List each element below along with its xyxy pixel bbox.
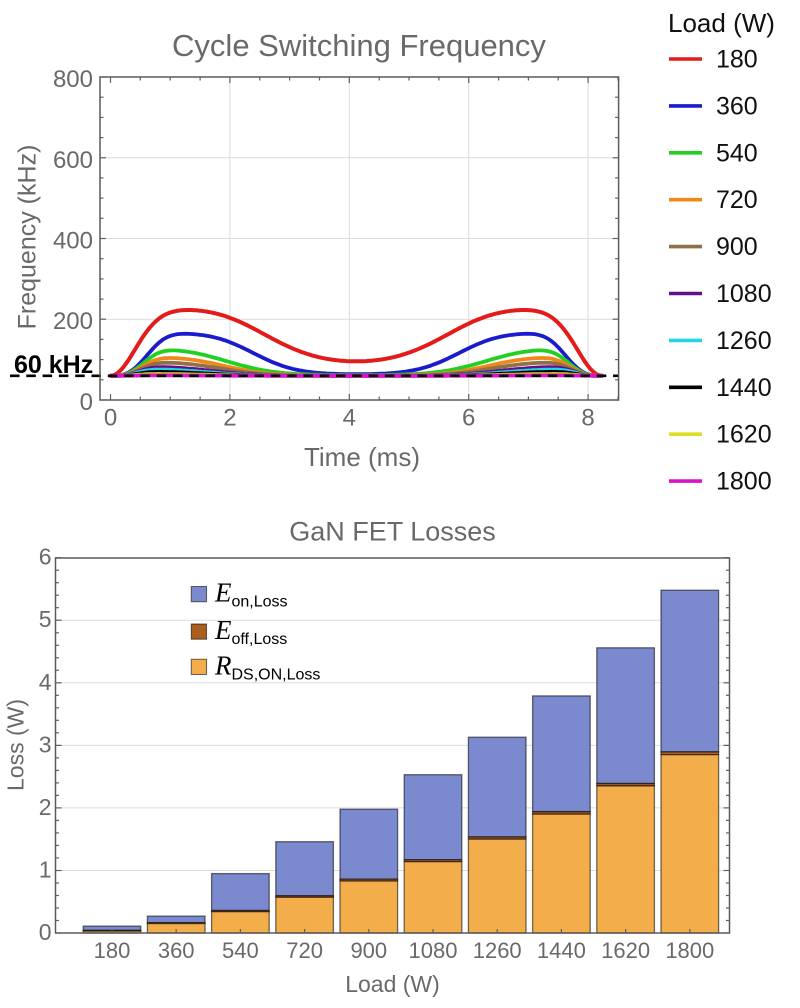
svg-text:0: 0 (104, 405, 117, 432)
svg-text:1260: 1260 (716, 327, 772, 355)
svg-text:540: 540 (222, 938, 259, 963)
svg-text:Load (W): Load (W) (668, 8, 775, 38)
svg-text:2: 2 (39, 794, 52, 820)
svg-text:1080: 1080 (716, 280, 772, 308)
svg-text:400: 400 (53, 228, 93, 255)
svg-text:800: 800 (53, 66, 93, 93)
svg-text:0: 0 (39, 919, 52, 945)
svg-text:1800: 1800 (716, 468, 772, 496)
svg-text:4: 4 (39, 669, 52, 695)
svg-text:1800: 1800 (665, 938, 714, 963)
svg-text:0: 0 (80, 389, 93, 416)
svg-text:5: 5 (39, 606, 52, 632)
svg-text:360: 360 (716, 92, 758, 120)
svg-text:8: 8 (581, 405, 594, 432)
svg-text:900: 900 (350, 938, 387, 963)
svg-text:200: 200 (53, 308, 93, 335)
svg-text:Time (ms): Time (ms) (304, 442, 420, 472)
svg-text:180: 180 (94, 938, 131, 963)
svg-text:1: 1 (39, 857, 52, 883)
svg-text:1080: 1080 (409, 938, 458, 963)
svg-text:3: 3 (39, 731, 52, 757)
svg-text:6: 6 (39, 544, 52, 570)
svg-text:1260: 1260 (473, 938, 522, 963)
svg-text:Cycle Switching Frequency: Cycle Switching Frequency (172, 28, 546, 63)
svg-text:GaN FET Losses: GaN FET Losses (289, 517, 496, 547)
svg-text:720: 720 (286, 938, 323, 963)
svg-text:Loss (W): Loss (W) (3, 699, 29, 791)
svg-text:6: 6 (462, 405, 475, 432)
svg-text:1440: 1440 (537, 938, 586, 963)
svg-text:1620: 1620 (716, 421, 772, 449)
svg-text:Load (W): Load (W) (345, 971, 440, 997)
svg-text:Frequency (kHz): Frequency (kHz) (14, 145, 42, 330)
svg-text:60 kHz: 60 kHz (14, 351, 93, 379)
svg-text:720: 720 (716, 186, 758, 214)
svg-text:1620: 1620 (601, 938, 650, 963)
svg-text:4: 4 (343, 405, 356, 432)
svg-text:540: 540 (716, 139, 758, 167)
svg-text:600: 600 (53, 147, 93, 174)
svg-text:2: 2 (223, 405, 236, 432)
svg-text:1440: 1440 (716, 374, 772, 402)
svg-text:900: 900 (716, 233, 758, 261)
svg-text:360: 360 (158, 938, 195, 963)
svg-text:180: 180 (716, 46, 758, 74)
